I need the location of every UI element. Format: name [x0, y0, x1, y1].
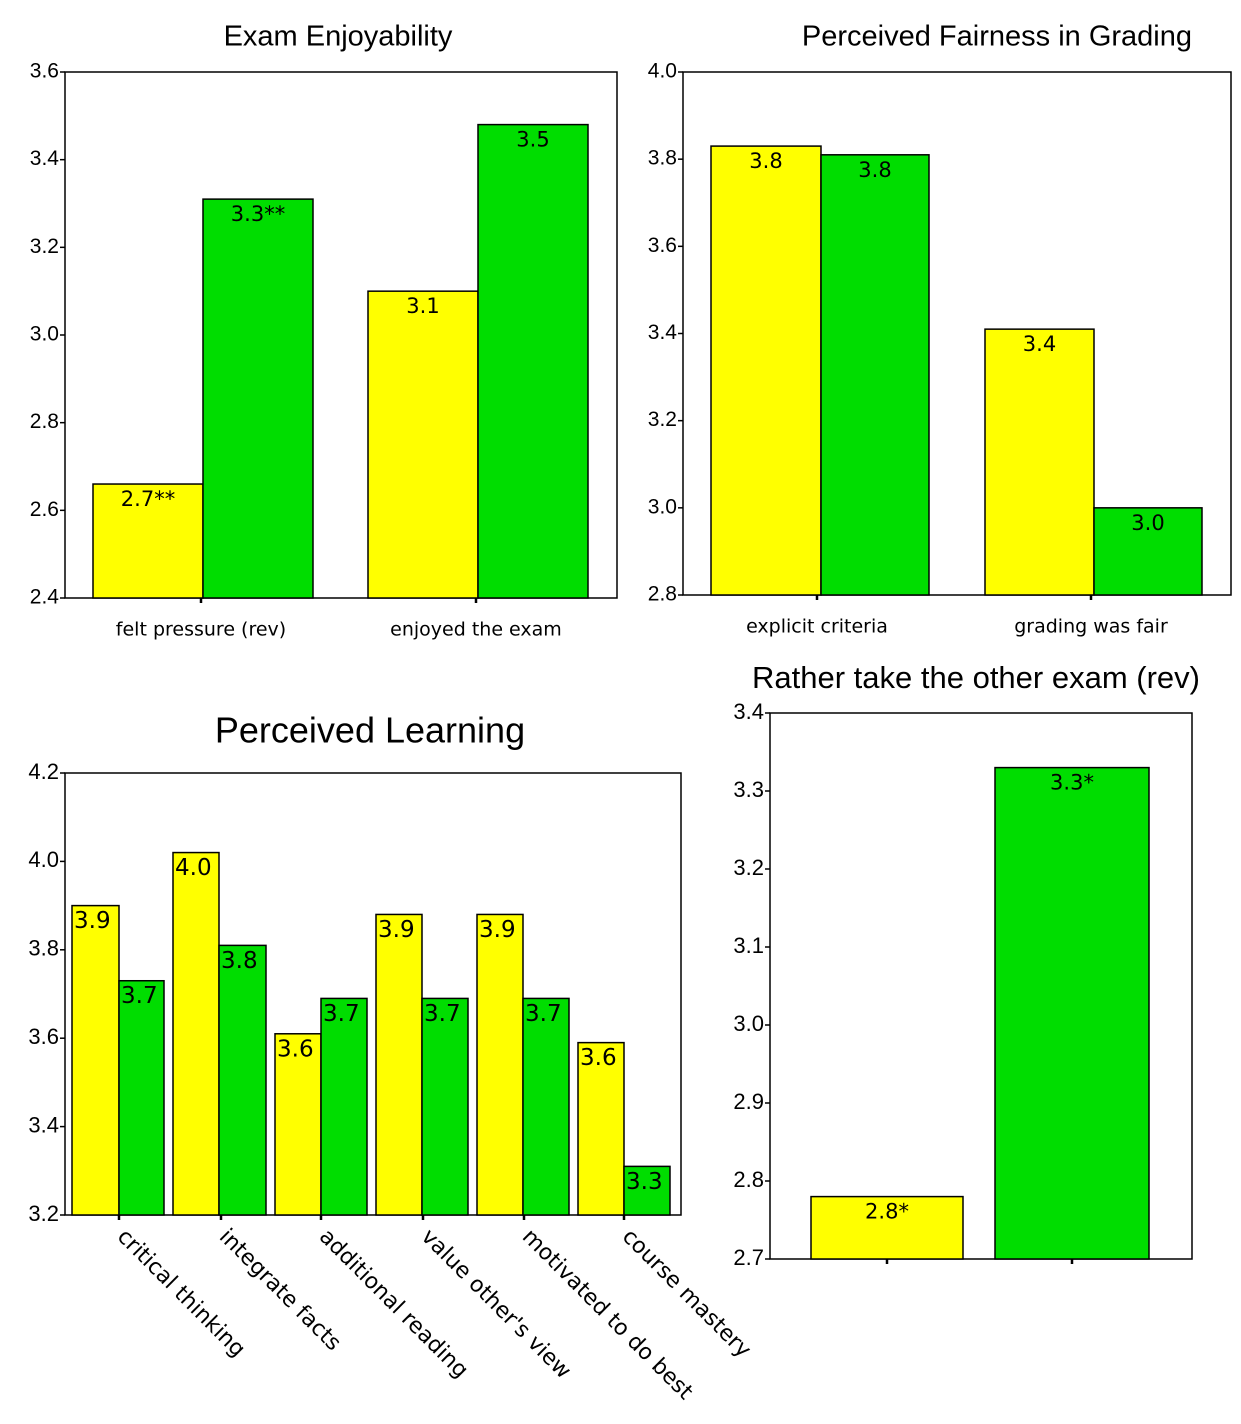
bar-b-5 — [522, 997, 570, 1216]
bar-a-2 — [984, 328, 1095, 596]
bar-b-6 — [623, 1165, 671, 1216]
y-tick-label: 2.7 — [733, 1245, 764, 1270]
bar-b-1 — [820, 154, 930, 596]
bar-b-2 — [477, 123, 589, 599]
bar-a-3 — [274, 1033, 322, 1216]
y-tick-label: 3.1 — [733, 933, 764, 958]
y-tick-label: 3.0 — [30, 323, 59, 346]
data-label: 3.6 — [277, 1036, 314, 1062]
data-label: 3.6 — [580, 1045, 617, 1071]
chart-4: Rather take the other exam (rev) 2.7 2.8 2.… — [733, 660, 1200, 1270]
chart-1: Exam Enjoyability 2.4 2.6 2.8 3.0 3.2 3.4 3.6 2.… — [30, 21, 618, 641]
data-label: 3.8 — [858, 158, 891, 182]
data-label: 3.7 — [525, 1001, 562, 1027]
data-label: 3.9 — [378, 917, 415, 943]
data-label: 4.0 — [175, 855, 212, 881]
data-label: 3.7 — [424, 1001, 461, 1027]
y-tick-label: 3.6 — [648, 234, 677, 257]
chart-3: Perceived Learning 3.2 3.4 3.6 3.8 4.0 4.2 3.9 3… — [28, 710, 755, 1406]
data-label: 3.3** — [231, 202, 285, 226]
y-tick-label: 3.8 — [28, 936, 59, 961]
bar-b-3 — [320, 997, 368, 1216]
chart-title: Perceived Fairness in Grading — [802, 21, 1192, 53]
y-tick-label: 3.4 — [733, 699, 764, 724]
data-label: 3.5 — [516, 128, 549, 152]
data-label: 2.7** — [121, 487, 175, 511]
chart-2: Perceived Fairness in Grading 2.8 3.0 3.2 3.… — [648, 21, 1232, 638]
data-label: 3.4 — [1023, 332, 1056, 356]
y-tick-label: 3.2 — [733, 855, 764, 880]
data-label: 3.3* — [1050, 771, 1094, 795]
bar-a-5 — [476, 913, 524, 1216]
y-tick-label: 2.8 — [733, 1167, 764, 1192]
bar-a-4 — [375, 913, 423, 1216]
data-label: 3.8 — [221, 948, 258, 974]
y-tick-label: 4.0 — [28, 847, 59, 872]
bar-a-1 — [71, 904, 120, 1216]
y-tick-label: 2.8 — [648, 583, 677, 606]
bar-b-1 — [994, 766, 1150, 1260]
bar-b-4 — [421, 997, 469, 1216]
category-label: felt pressure (rev) — [116, 619, 286, 641]
chart-title: Rather take the other exam (rev) — [752, 660, 1200, 695]
y-tick-label: 2.8 — [30, 410, 59, 433]
y-tick-label: 4.0 — [648, 60, 677, 83]
data-label: 3.9 — [74, 908, 111, 934]
bar-a-6 — [577, 1041, 625, 1216]
y-tick-label: 3.6 — [30, 60, 59, 83]
y-tick-label: 3.2 — [28, 1201, 59, 1226]
data-label: 3.1 — [406, 294, 439, 318]
y-tick-label: 4.2 — [28, 759, 59, 784]
y-tick-label: 2.4 — [30, 586, 60, 609]
category-label: explicit criteria — [746, 616, 888, 638]
category-label: motivated to do best — [517, 1224, 698, 1405]
category-label: enjoyed the exam — [390, 619, 562, 641]
data-label: 3.0 — [1131, 511, 1164, 535]
bar-b-2 — [218, 944, 267, 1216]
data-label: 3.3 — [626, 1169, 663, 1195]
bar-b-1 — [118, 979, 165, 1216]
data-label: 3.7 — [121, 983, 158, 1009]
y-tick-label: 3.0 — [648, 495, 677, 518]
bar-a-2 — [172, 851, 220, 1216]
y-tick-label: 3.0 — [733, 1011, 764, 1036]
bar-a-1 — [710, 145, 822, 596]
chart-title: Perceived Learning — [215, 710, 525, 751]
data-label: 3.7 — [323, 1001, 360, 1027]
y-tick-label: 3.3 — [733, 777, 764, 802]
data-label: 3.9 — [479, 917, 516, 943]
category-label: grading was fair — [1014, 616, 1168, 638]
bar-a-1 — [92, 483, 204, 599]
y-tick-label: 2.9 — [733, 1089, 764, 1114]
y-tick-label: 3.4 — [648, 321, 678, 344]
y-tick-label: 3.4 — [28, 1112, 59, 1137]
y-tick-label: 3.6 — [28, 1024, 59, 1049]
y-tick-label: 2.6 — [30, 498, 59, 521]
chart-title: Exam Enjoyability — [224, 21, 453, 53]
bar-b-2 — [1093, 507, 1203, 596]
y-tick-label: 3.2 — [30, 235, 59, 258]
data-label: 2.8* — [865, 1200, 909, 1224]
bar-a-1 — [810, 1195, 964, 1260]
y-tick-label: 3.2 — [648, 408, 677, 431]
y-tick-label: 3.4 — [30, 147, 60, 170]
data-label: 3.8 — [749, 149, 782, 173]
y-tick-label: 3.8 — [648, 147, 677, 170]
bar-b-1 — [202, 198, 314, 599]
bar-a-2 — [367, 290, 479, 599]
